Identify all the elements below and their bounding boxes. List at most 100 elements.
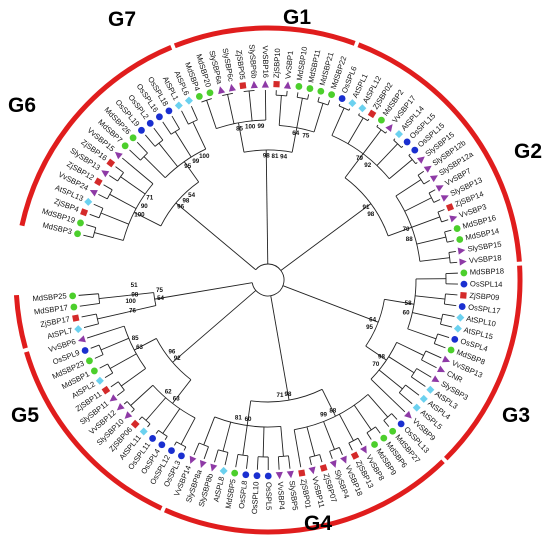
green-marker [295,83,303,90]
bootstrap-value: 94 [280,154,287,161]
branch-line [378,369,403,390]
blue-marker [168,447,175,454]
branch-line [192,121,207,150]
bootstrap-value: 100 [125,298,136,305]
branch-line [282,285,379,323]
group-arc-g5 [163,459,445,535]
leaf-branch [144,134,156,147]
blue-marker [146,119,154,127]
branch-line [242,425,248,456]
bootstrap-value: 99 [320,412,327,419]
branch-arc [365,299,385,347]
group-arc-g2 [173,25,356,49]
purple-marker [435,185,444,192]
green-marker [317,87,325,95]
branch-line [411,216,440,228]
green-marker [456,236,464,243]
leaf-branch [309,457,312,466]
leaf-branch [288,455,291,469]
blue-marker [242,471,250,479]
branch-arc [154,139,164,147]
purple-marker [449,215,458,223]
purple-marker [437,365,446,373]
branch-arc [106,189,113,200]
blue-marker [458,303,466,310]
branch-arc [338,105,350,111]
branch-arc [398,384,406,393]
purple-marker [416,156,425,164]
cyan-marker [456,313,465,322]
bootstrap-value: 70 [403,226,410,233]
leaf-label: MdSBP5 [224,478,238,509]
green-marker [129,134,137,142]
cyan-marker [219,466,228,475]
purple-marker [228,83,236,92]
leaf-branch [445,293,458,296]
green-marker [90,367,98,375]
green-marker [206,89,214,97]
bootstrap-value: 79 [356,155,363,162]
purple-marker [189,455,197,464]
red-marker [101,385,111,395]
branch-line [396,341,424,356]
leaf-branch [444,303,457,307]
red-marker [445,203,455,212]
branch-arc [170,128,180,135]
leaf-branch [327,100,331,106]
leaf-branch [86,224,96,229]
leaf-branch [441,219,449,223]
branch-line [407,328,437,340]
branch-line [338,413,354,441]
bootstrap-value: 63 [173,395,180,402]
cyan-marker [174,101,183,110]
blue-marker [165,107,173,115]
branch-arc [444,231,448,243]
bootstrap-value: 64 [292,130,299,137]
branch-line [262,426,265,457]
leaf-label: SlySBP6b [247,44,258,79]
green-marker [380,434,388,442]
leaf-branch [214,449,219,463]
leaf-branch [79,303,100,307]
bootstrap-value: 98 [285,391,292,398]
branch-line [203,416,216,446]
bootstrap-value: 99 [257,123,264,130]
purple-marker [250,80,258,89]
bootstrap-value: 64 [369,317,376,324]
leaf-branch [246,455,249,469]
branch-arc [198,442,209,448]
branch-line [109,193,137,209]
leaf-branch [193,442,200,456]
leaf-branch [398,392,413,405]
leaf-branch [296,92,299,98]
bootstrap-value: 98 [182,198,189,205]
bootstrap-value: 63 [136,344,143,351]
leaf-branch [203,446,209,460]
leaf-label: MdSBP25 [32,291,67,303]
purple-marker [261,80,269,88]
leaf-branch [448,251,456,253]
cyan-marker [453,324,462,333]
branch-line [376,143,398,166]
branch-line [291,127,298,153]
group-label-g1: G1 [283,6,311,29]
leaf-branch [224,452,229,466]
branch-arc [393,139,402,148]
branch-arc [98,293,101,304]
branch-arc [201,98,212,103]
bootstrap-value: 99 [192,158,199,165]
purple-marker [442,355,451,363]
leaf-label: ZjSBP10 [272,48,282,78]
leaf-branch [155,430,159,434]
leaf-branch [329,451,333,459]
purple-marker [101,170,110,178]
purple-marker [457,247,466,255]
leaf-branch [425,350,442,359]
branch-line [347,117,364,144]
leaf-branch [392,399,406,413]
branch-line [419,257,450,262]
leaf-label: VvSBP18 [469,253,502,265]
branch-line [367,394,389,418]
green-marker [69,292,77,300]
